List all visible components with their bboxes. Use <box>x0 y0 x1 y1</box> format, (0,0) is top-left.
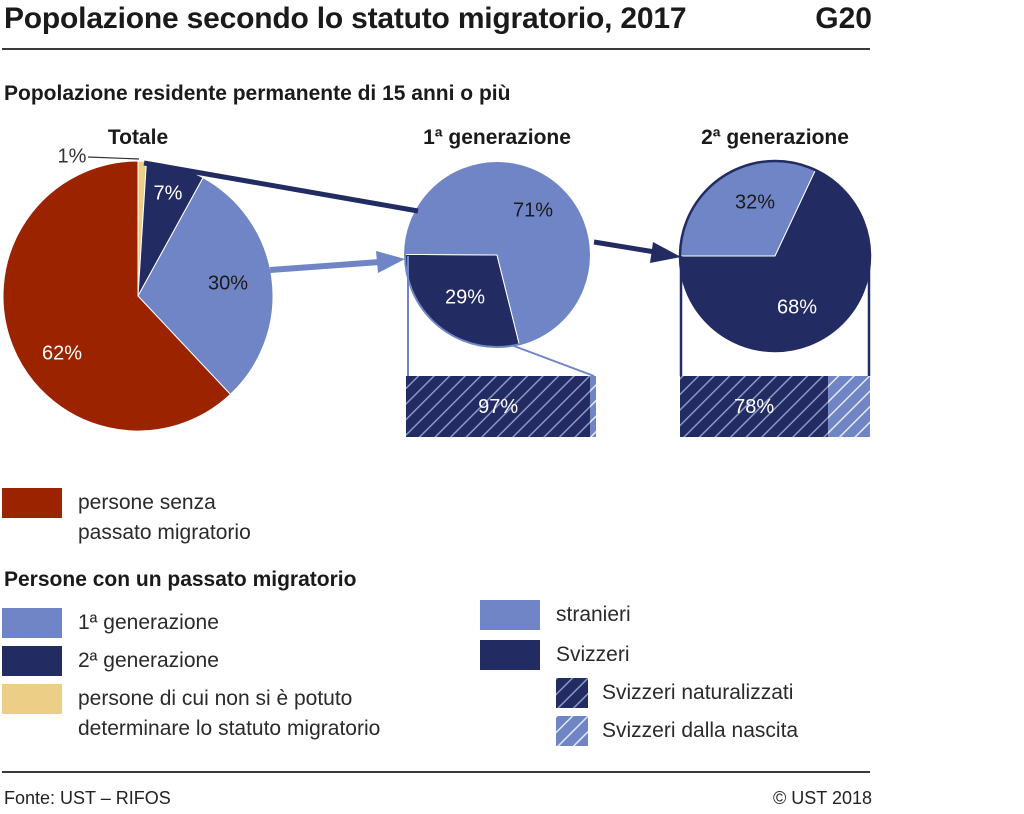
legend-heading: Persone con un passato migratorio <box>4 568 357 591</box>
bar-segment-dalla-nascita <box>590 376 596 437</box>
chart-title: Popolazione secondo lo statuto migratori… <box>4 2 687 35</box>
legend-stranieri: stranieri <box>556 603 631 626</box>
pie-title-totale: Totale <box>108 126 168 149</box>
legend-svizzeri: Svizzeri <box>556 643 630 666</box>
pie-title-1a-generazione: 1ª generazione <box>423 126 571 149</box>
arrow-2a-generazione <box>143 160 681 263</box>
arrow-1a-generazione <box>269 251 405 273</box>
label-svizzeri-pct-2: 68% <box>777 296 817 318</box>
pie2-outline <box>404 162 590 348</box>
footer-source: Fonte: UST – RIFOS <box>4 788 171 808</box>
legend-undetermined-line1: persone di cui non si è potuto <box>78 687 353 710</box>
legend-no-migration: persone senza passato migratorio <box>78 488 251 548</box>
pie-charts: Totale 1ª generazione 2ª generazione 7% 3… <box>2 126 872 437</box>
legend-swatch-naturalizzati <box>556 678 588 708</box>
bar-label-naturalizzati-pct: 97% <box>478 396 518 418</box>
legend-no-migration-line2: passato migratorio <box>78 521 251 544</box>
label-no-migration-pct: 62% <box>42 342 82 364</box>
label-first-gen-pct: 30% <box>208 272 248 294</box>
chart-subtitle: Popolazione residente permanente di 15 a… <box>4 82 511 105</box>
bar-segment-naturalizzati <box>406 376 591 437</box>
legend-naturalizzati: Svizzeri naturalizzati <box>602 681 794 704</box>
legend-first-gen: 1ª generazione <box>78 611 219 634</box>
legend-swatch-stranieri <box>480 600 540 630</box>
label-stranieri-pct: 71% <box>513 199 553 221</box>
pie-title-2a-generazione: 2ª generazione <box>701 126 849 149</box>
legend-second-gen: 2ª generazione <box>78 649 219 672</box>
pie-2a-generazione: 32% 68% <box>678 159 872 353</box>
legend-swatch-dalla-nascita <box>556 716 588 746</box>
pie-1a-generazione: 71% 29% <box>404 162 590 348</box>
figure-code: G20 <box>815 2 872 35</box>
label-stranieri-pct-2: 32% <box>735 191 775 213</box>
legend-undetermined-line2: determinare lo statuto migratorio <box>78 717 381 740</box>
bar-label-naturalizzati-pct: 78% <box>734 396 774 418</box>
connector-p2-right <box>513 345 595 377</box>
legend-swatch-second-gen <box>2 646 62 676</box>
pie-totale: 7% 30% 62% 1% <box>2 145 274 432</box>
label-undetermined-pct: 1% <box>58 145 87 167</box>
pie-slice-first-gen <box>137 177 274 396</box>
pie-slice-no-migration <box>2 160 232 432</box>
footer-rule <box>2 771 870 773</box>
title-rule <box>2 48 870 50</box>
legend-swatch-undetermined <box>2 684 62 714</box>
legend-dalla-nascita: Svizzeri dalla nascita <box>602 719 799 742</box>
legend-swatch-first-gen <box>2 608 62 638</box>
leader-1pct <box>87 156 140 160</box>
bar-segment-dalla-nascita <box>828 376 870 437</box>
bar-1a-generazione: 97% <box>406 376 596 437</box>
bar-segment-naturalizzati <box>680 376 829 437</box>
footer-copyright: © UST 2018 <box>773 788 872 808</box>
legend-no-migration-line1: persone senza <box>78 491 216 514</box>
label-svizzeri-pct: 29% <box>445 286 485 308</box>
legend-undetermined: persone di cui non si è potuto determina… <box>78 684 380 744</box>
label-second-gen-pct: 7% <box>154 182 183 204</box>
legend-swatch-svizzeri <box>480 640 540 670</box>
bar-2a-generazione: 78% <box>680 376 870 437</box>
legend-swatch-no-migration <box>2 488 62 518</box>
